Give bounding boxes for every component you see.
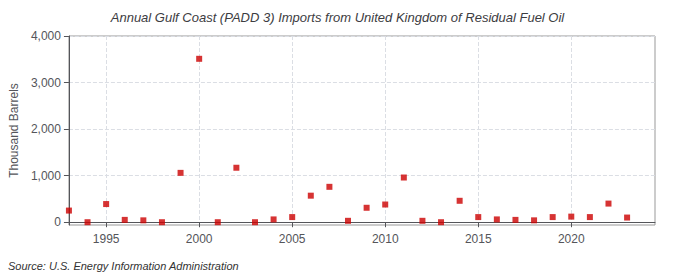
svg-text:2010: 2010 bbox=[372, 232, 399, 246]
svg-text:3,000: 3,000 bbox=[31, 76, 61, 90]
svg-text:Annual Gulf Coast (PADD 3) Imp: Annual Gulf Coast (PADD 3) Imports from … bbox=[110, 10, 566, 25]
svg-text:Thousand Barrels: Thousand Barrels bbox=[7, 83, 21, 178]
svg-text:1,000: 1,000 bbox=[31, 169, 61, 183]
svg-text:2,000: 2,000 bbox=[31, 122, 61, 136]
svg-text:2005: 2005 bbox=[279, 232, 306, 246]
svg-text:2020: 2020 bbox=[558, 232, 585, 246]
svg-text:0: 0 bbox=[54, 215, 61, 229]
svg-text:1995: 1995 bbox=[93, 232, 120, 246]
svg-text:2000: 2000 bbox=[186, 232, 213, 246]
svg-text:2015: 2015 bbox=[465, 232, 492, 246]
svg-text:4,000: 4,000 bbox=[31, 29, 61, 43]
svg-text:Source: U.S. Energy Informatio: Source: U.S. Energy Information Administ… bbox=[8, 260, 239, 272]
